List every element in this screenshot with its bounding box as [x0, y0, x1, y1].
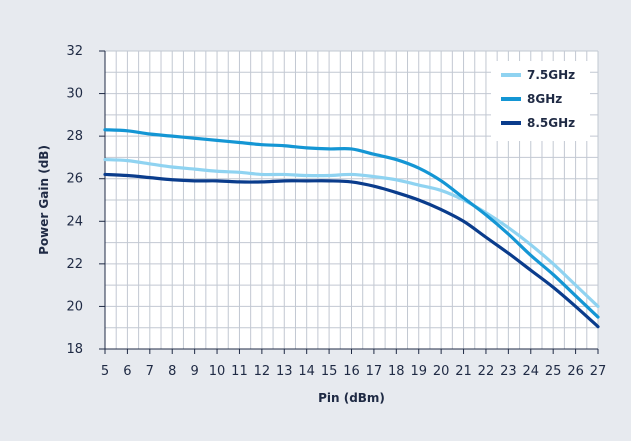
x-tick-label: 16	[343, 364, 360, 379]
series-line-8ghz	[103, 128, 600, 319]
x-tick-label: 21	[455, 364, 472, 379]
x-tick-label: 14	[298, 364, 315, 379]
legend-label: 8GHz	[527, 92, 562, 106]
x-tick-label: 18	[388, 364, 405, 379]
x-tick-labels: 5 6 7 8 9 10 11 12 13 14 15 16 17 18 19 20 21 22 23 24 25 26 2…	[101, 364, 606, 379]
y-tick-label: 24	[66, 214, 83, 229]
x-tick-label: 23	[500, 364, 517, 379]
x-tick-label: 13	[276, 364, 293, 379]
x-tick-label: 6	[123, 364, 131, 379]
x-tick-label: 9	[190, 364, 198, 379]
y-tick-labels: 18 20 22 24 26 28 30 32	[66, 44, 83, 357]
x-tick-label: 17	[366, 364, 383, 379]
y-tick-label: 30	[66, 87, 83, 102]
x-tick-label: 12	[254, 364, 271, 379]
x-tick-label: 26	[567, 364, 584, 379]
legend-label: 8.5GHz	[527, 116, 575, 130]
y-tick-label: 20	[66, 299, 83, 314]
y-tick-label: 22	[66, 257, 83, 272]
x-tick-label: 11	[231, 364, 248, 379]
legend: 7.5GHz 8GHz 8.5GHz	[491, 61, 590, 141]
y-tick-label: 32	[66, 44, 83, 59]
axes	[99, 50, 599, 354]
x-tick-label: 5	[101, 364, 109, 379]
x-tick-label: 8	[168, 364, 176, 379]
x-tick-label: 15	[321, 364, 338, 379]
x-tick-label: 7	[146, 364, 154, 379]
y-axis-title: Power Gain (dB)	[37, 145, 51, 255]
series-line-8-5ghz	[103, 172, 600, 329]
y-tick-label: 18	[66, 342, 83, 357]
x-tick-label: 25	[545, 364, 562, 379]
x-tick-label: 24	[522, 364, 539, 379]
series-lines	[103, 128, 600, 329]
x-tick-label: 22	[478, 364, 495, 379]
y-tick-label: 26	[66, 172, 83, 187]
x-tick-label: 27	[590, 364, 607, 379]
legend-label: 7.5GHz	[527, 68, 575, 82]
series-line-7-5ghz	[103, 157, 600, 309]
x-tick-label: 20	[433, 364, 450, 379]
y-tick-label: 28	[66, 129, 83, 144]
x-tick-label: 10	[209, 364, 226, 379]
x-tick-label: 19	[410, 364, 427, 379]
x-axis-title: Pin (dBm)	[318, 391, 385, 405]
